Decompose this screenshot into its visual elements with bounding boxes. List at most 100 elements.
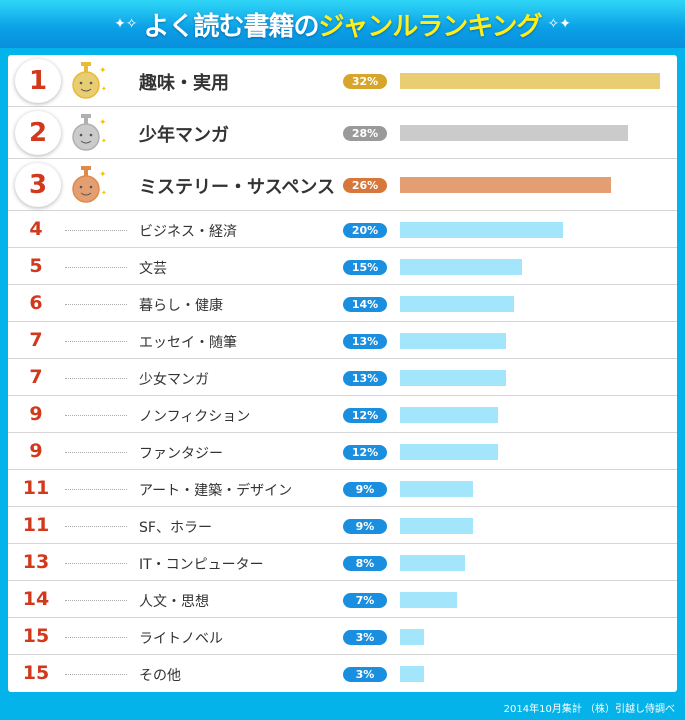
- ranking-row: 2 ✦ ✦ 少年マンガ 28%: [8, 107, 677, 159]
- title-yellow: ジャンルランキング: [318, 11, 543, 42]
- bar: [400, 332, 506, 349]
- ranking-row: 5 文芸 15%: [8, 248, 677, 285]
- percent-badge: 7%: [343, 592, 387, 608]
- rank-number: 5: [29, 254, 43, 277]
- ranking-row: 1 ✦ ✦ 趣味・実用 32%: [8, 55, 677, 107]
- ranking-row: 9 ノンフィクション 12%: [8, 396, 677, 433]
- dotted-leader: [65, 451, 127, 453]
- dotted-leader: [65, 414, 127, 416]
- percent-badge: 20%: [343, 222, 387, 238]
- rank-number: 1: [15, 59, 61, 103]
- dotted-leader: [65, 303, 127, 305]
- bar: [400, 295, 514, 312]
- rank-number: 6: [29, 291, 43, 314]
- ranking-row: 11 アート・建築・デザイン 9%: [8, 470, 677, 507]
- ranking-row: 7 エッセイ・随筆 13%: [8, 322, 677, 359]
- ranking-row: 9 ファンタジー 12%: [8, 433, 677, 470]
- genre-label: エッセイ・随筆: [139, 334, 237, 351]
- percent-badge: 3%: [343, 629, 387, 645]
- ranking-row: 4 ビジネス・経済 20%: [8, 211, 677, 248]
- dotted-leader: [65, 488, 127, 490]
- genre-label: ライトノベル: [139, 630, 223, 647]
- bar: [400, 517, 474, 534]
- rank-number: 2: [15, 111, 61, 155]
- ranking-row: 15 ライトノベル 3%: [8, 618, 677, 655]
- dotted-leader: [65, 636, 127, 638]
- rank-number: 7: [29, 328, 43, 351]
- rank-number: 9: [29, 402, 43, 425]
- rank-number: 15: [22, 661, 50, 684]
- ranking-row: 13 IT・コンピューター 8%: [8, 544, 677, 581]
- genre-label: その他: [139, 667, 181, 684]
- svg-text:✦: ✦: [99, 66, 106, 76]
- svg-text:✦: ✦: [101, 189, 106, 197]
- svg-text:✦: ✦: [99, 170, 106, 180]
- dotted-leader: [65, 377, 127, 379]
- genre-label: ミステリー・サスペンス: [139, 177, 336, 198]
- bar: [400, 480, 474, 497]
- ranking-row: 15 その他 3%: [8, 655, 677, 692]
- percent-badge: 9%: [343, 481, 387, 497]
- genre-label: SF、ホラー: [139, 519, 212, 536]
- svg-text:✦: ✦: [101, 137, 106, 145]
- title-white: よく読む書籍の: [143, 11, 320, 42]
- bar: [400, 554, 465, 571]
- footer-note: 2014年10月集計 （株）引越し侍調べ: [503, 704, 675, 715]
- bar: [400, 628, 425, 645]
- bar: [400, 125, 628, 141]
- percent-badge: 12%: [343, 407, 387, 423]
- dotted-leader: [65, 599, 127, 601]
- dotted-leader: [65, 562, 127, 564]
- ranking-row: 7 少女マンガ 13%: [8, 359, 677, 396]
- percent-badge: 12%: [343, 444, 387, 460]
- genre-label: ビジネス・経済: [139, 223, 237, 240]
- sparkle-icon: ✧✦: [547, 16, 571, 32]
- percent-badge: 26%: [343, 178, 387, 193]
- bar: [400, 177, 612, 193]
- genre-label: 文芸: [139, 260, 167, 277]
- svg-text:✦: ✦: [101, 85, 106, 93]
- percent-badge: 3%: [343, 666, 387, 682]
- bar: [400, 406, 498, 423]
- ranking-panel: 1 ✦ ✦ 趣味・実用 32% 2 ✦ ✦ 少年マンガ 28% 3 ✦ ✦ ミステリー・サスペンス 26% 4…: [8, 55, 677, 692]
- percent-badge: 9%: [343, 518, 387, 534]
- rank-number: 14: [22, 587, 50, 610]
- dotted-leader: [65, 266, 127, 268]
- bar: [400, 258, 522, 275]
- percent-badge: 14%: [343, 296, 387, 312]
- bar: [400, 369, 506, 386]
- genre-label: 少年マンガ: [139, 125, 229, 146]
- genre-label: IT・コンピューター: [139, 556, 264, 573]
- rank-number: 15: [22, 624, 50, 647]
- rank-number: 11: [22, 476, 50, 499]
- genre-label: ファンタジー: [139, 445, 223, 462]
- bar: [400, 665, 425, 682]
- medal-face-icon: ✦✦: [72, 114, 106, 151]
- ranking-row: 6 暮らし・健康 14%: [8, 285, 677, 322]
- genre-label: 少女マンガ: [139, 371, 209, 388]
- svg-text:✦: ✦: [99, 118, 106, 128]
- rank-number: 13: [22, 550, 50, 573]
- percent-badge: 13%: [343, 370, 387, 386]
- dotted-leader: [65, 229, 127, 231]
- rank-number: 7: [29, 365, 43, 388]
- percent-badge: 15%: [343, 259, 387, 275]
- percent-badge: 28%: [343, 126, 387, 141]
- rank-number: 3: [15, 163, 61, 207]
- page-title: よく読む書籍のジャンルランキング: [143, 6, 543, 43]
- genre-label: アート・建築・デザイン: [139, 482, 293, 499]
- medal-face-icon: ✦✦: [72, 62, 106, 99]
- rank-number: 9: [29, 439, 43, 462]
- rank-number: 4: [29, 217, 43, 240]
- sparkle-icon: ✦✧: [114, 16, 138, 32]
- bar: [400, 73, 660, 89]
- genre-label: 人文・思想: [139, 593, 209, 610]
- ranking-row: 14 人文・思想 7%: [8, 581, 677, 618]
- bar: [400, 591, 457, 608]
- percent-badge: 13%: [343, 333, 387, 349]
- dotted-leader: [65, 340, 127, 342]
- header: ✦✧ よく読む書籍のジャンルランキング ✧✦: [0, 0, 685, 48]
- genre-label: 暮らし・健康: [139, 297, 223, 314]
- genre-label: ノンフィクション: [139, 408, 251, 425]
- ranking-row: 3 ✦ ✦ ミステリー・サスペンス 26%: [8, 159, 677, 211]
